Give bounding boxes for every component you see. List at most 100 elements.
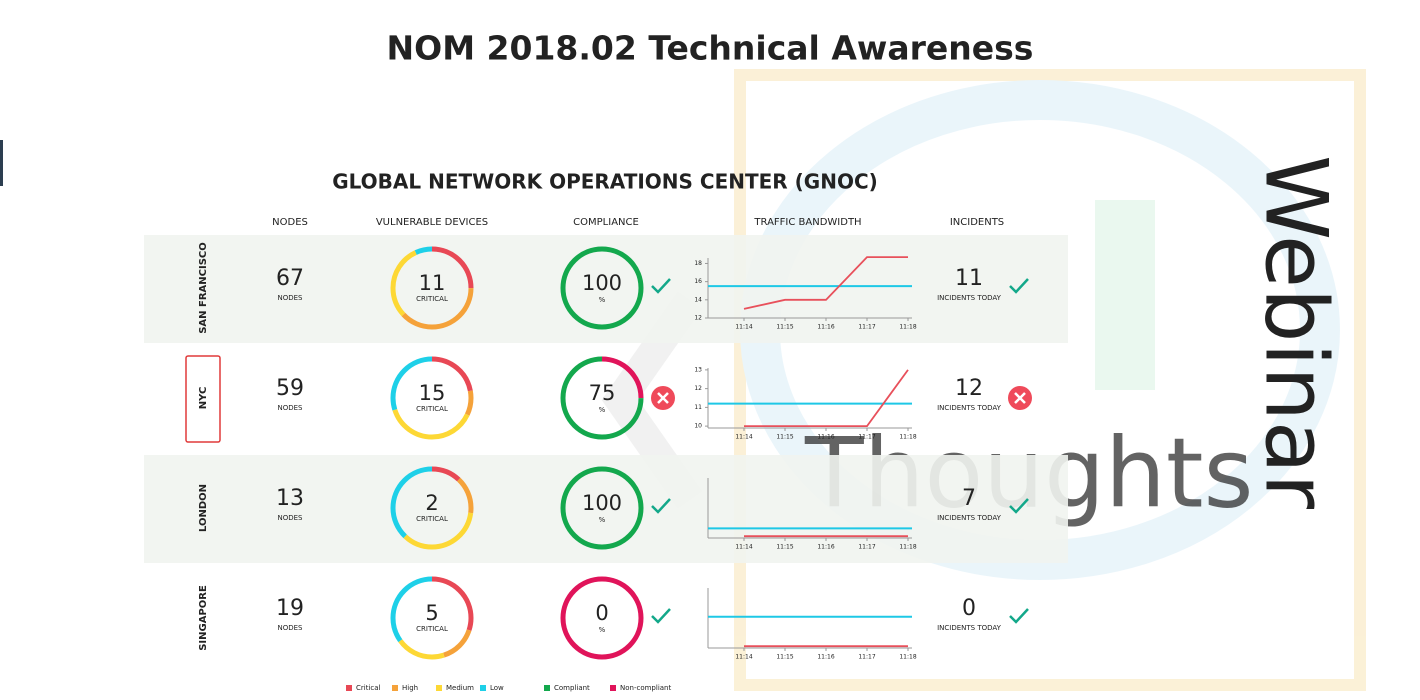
compliance-unit: % [599, 406, 606, 414]
x-tick-label: 11:14 [735, 544, 752, 551]
incidents-value: 12 [955, 376, 983, 401]
ring-segment [560, 466, 644, 550]
critical-label: CRITICAL [416, 515, 448, 523]
ring-segment [390, 576, 474, 660]
ring-segment [390, 466, 474, 550]
column-header: COMPLIANCE [573, 217, 639, 228]
ring-segment [390, 356, 474, 440]
slide-title: NOM 2018.02 Technical Awareness [387, 29, 1034, 68]
column-header: TRAFFIC BANDWIDTH [753, 217, 861, 228]
legend-swatch [392, 685, 398, 691]
edge-bar [0, 140, 3, 186]
column-header: VULNERABLE DEVICES [376, 217, 488, 228]
compliance-value: 75 [589, 381, 616, 405]
ring-segment [390, 466, 474, 550]
watermark-frame [734, 69, 1366, 691]
nodes-value: 13 [276, 486, 304, 511]
critical-value: 11 [419, 271, 446, 295]
dashboard-title: GLOBAL NETWORK OPERATIONS CENTER (GNOC) [332, 170, 878, 194]
x-tick-label: 11:16 [817, 654, 834, 661]
x-tick-label: 11:16 [817, 544, 834, 551]
incidents-value: 7 [962, 486, 976, 511]
compliance-value: 100 [582, 491, 622, 515]
x-tick-label: 11:18 [899, 544, 916, 551]
x-tick-label: 11:18 [899, 434, 916, 441]
nodes-label: NODES [277, 624, 303, 632]
incidents-label: INCIDENTS TODAY [937, 624, 1002, 632]
ok-icon [1009, 278, 1029, 294]
legend-label: High [402, 684, 418, 692]
legend-label: Low [490, 684, 504, 692]
ring-segment [390, 356, 474, 440]
critical-value: 15 [419, 381, 446, 405]
x-tick-label: 11:14 [735, 324, 752, 331]
x-tick-label: 11:15 [776, 434, 793, 441]
x-tick-label: 11:17 [858, 324, 875, 331]
legend-swatch [436, 685, 442, 691]
nodes-label: NODES [277, 404, 303, 412]
x-tick-label: 11:17 [858, 434, 875, 441]
ring-segment [390, 356, 474, 440]
y-tick-label: 12 [694, 385, 702, 392]
critical-value: 5 [425, 601, 438, 625]
incidents-label: INCIDENTS TODAY [937, 514, 1002, 522]
x-tick-label: 11:15 [776, 324, 793, 331]
ring-segment [560, 576, 644, 660]
nodes-label: NODES [277, 294, 303, 302]
y-tick-label: 13 [694, 366, 702, 373]
x-tick-label: 11:16 [817, 324, 834, 331]
y-tick-label: 14 [694, 296, 702, 303]
ring-segment [390, 576, 474, 660]
column-header: INCIDENTS [950, 217, 1004, 228]
y-tick-label: 16 [694, 278, 702, 285]
nodes-value: 67 [276, 266, 304, 291]
nodes-label: NODES [277, 514, 303, 522]
y-tick-label: 12 [694, 315, 702, 322]
critical-label: CRITICAL [416, 405, 448, 413]
compliance-unit: % [599, 626, 606, 634]
ok-icon [1009, 608, 1029, 624]
legend-swatch [346, 685, 352, 691]
compliance-unit: % [599, 296, 606, 304]
ring-segment [560, 356, 644, 440]
compliance-unit: % [599, 516, 606, 524]
nodes-value: 19 [276, 596, 304, 621]
ring-segment [390, 246, 474, 330]
x-tick-label: 11:17 [858, 544, 875, 551]
site-name: SINGAPORE [198, 585, 209, 651]
ok-icon [651, 498, 671, 514]
x-tick-label: 11:16 [817, 434, 834, 441]
site-name: LONDON [198, 484, 209, 532]
fail-icon-x [1014, 392, 1026, 404]
traffic-line [743, 256, 908, 310]
incidents-label: INCIDENTS TODAY [937, 294, 1002, 302]
x-tick-label: 11:18 [899, 324, 916, 331]
watermark-letter [1095, 200, 1155, 390]
legend-label: Medium [446, 684, 474, 692]
x-tick-label: 11:14 [735, 434, 752, 441]
ok-icon [651, 278, 671, 294]
column-header: NODES [272, 217, 308, 228]
incidents-value: 0 [962, 596, 976, 621]
site-name: SAN FRANCISCO [198, 242, 209, 334]
compliance-value: 0 [595, 601, 608, 625]
legend-label: Compliant [554, 684, 590, 692]
incidents-label: INCIDENTS TODAY [937, 404, 1002, 412]
legend-label: Non-compliant [620, 684, 671, 692]
ring-segment [390, 466, 474, 550]
x-tick-label: 11:15 [776, 544, 793, 551]
y-tick-label: 18 [694, 260, 702, 267]
x-tick-label: 11:14 [735, 654, 752, 661]
compliance-value: 100 [582, 271, 622, 295]
nodes-value: 59 [276, 376, 304, 401]
y-tick-label: 11 [694, 404, 702, 411]
legend-swatch [610, 685, 616, 691]
legend-swatch [544, 685, 550, 691]
x-tick-label: 11:17 [858, 654, 875, 661]
ring-segment [560, 246, 644, 330]
ring-segment [390, 246, 474, 330]
incidents-value: 11 [955, 266, 983, 291]
ring-segment [390, 246, 474, 330]
selected-box [185, 355, 221, 443]
